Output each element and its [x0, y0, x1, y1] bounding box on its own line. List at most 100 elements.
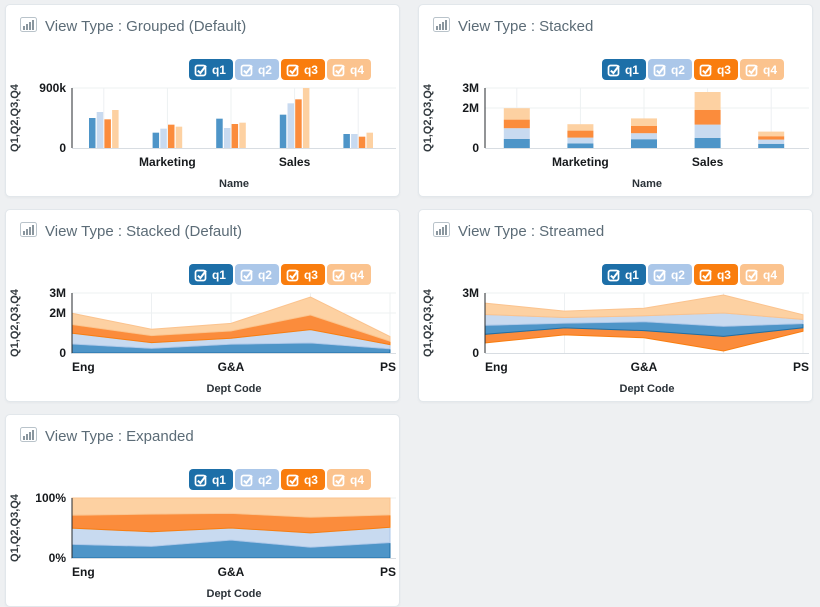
legend-item-q4[interactable]: q4 [326, 59, 371, 80]
y-tick-label: 0 [472, 141, 479, 155]
bar-q3[interactable] [231, 124, 239, 148]
bar-segment-q4[interactable] [694, 92, 721, 110]
legend-item-label: q3 [716, 62, 731, 77]
legend-item-q4[interactable]: q4 [739, 59, 784, 80]
bar-segment-q2[interactable] [503, 128, 530, 139]
bar-q1[interactable] [152, 132, 160, 148]
legend-item-q4[interactable]: q4 [326, 469, 371, 490]
checkbox-checked-icon [332, 474, 345, 486]
y-tick-label: 100% [35, 491, 66, 505]
bar-q2[interactable] [351, 134, 358, 148]
x-tick-label: Sales [279, 155, 311, 169]
legend-item-q3[interactable]: q3 [280, 469, 325, 490]
bar-q3[interactable] [168, 124, 175, 148]
x-tick-label: Marketing [139, 155, 196, 169]
bar-q4[interactable] [112, 110, 119, 148]
bar-segment-q3[interactable] [758, 136, 785, 140]
legend-item-q3[interactable]: q3 [693, 59, 738, 80]
legend-item-q1[interactable]: q1 [601, 264, 646, 285]
bar-q2[interactable] [223, 128, 231, 148]
legend-item-q1[interactable]: q1 [188, 469, 233, 490]
bar-segment-q3[interactable] [567, 130, 594, 138]
checkbox-checked-icon [653, 64, 666, 76]
bar-chart-icon [433, 222, 450, 242]
bar-segment-q4[interactable] [631, 118, 657, 126]
area-band-q4[interactable] [71, 497, 391, 518]
legend-item-q2[interactable]: q2 [234, 469, 279, 490]
legend-item-label: q4 [762, 267, 777, 282]
bar-q4[interactable] [175, 126, 183, 148]
checkbox-checked-icon [240, 64, 253, 76]
y-axis-title: Q1,Q2,Q3,Q4 [422, 83, 434, 152]
panel-header: View Type : Streamed [419, 210, 812, 242]
area-band-q4[interactable] [484, 294, 804, 320]
bar-q1[interactable] [89, 118, 96, 148]
bar-q1[interactable] [343, 134, 350, 148]
chart-bar-grouped[interactable]: 0 900k Q1,Q2,Q3,Q4 Marketing Sales Name [6, 80, 399, 192]
legend-item-q1[interactable]: q1 [188, 59, 233, 80]
legend-item-label: q2 [670, 267, 685, 282]
bar-segment-q2[interactable] [758, 139, 785, 144]
chart-area-stream[interactable]: 0 3M Q1,Q2,Q3,Q4 Eng G&A PS Dept Code [419, 285, 812, 397]
checkbox-checked-icon [286, 269, 299, 281]
bar-segment-q4[interactable] [758, 131, 785, 137]
bar-segment-q4[interactable] [567, 124, 594, 131]
bar-segment-q3[interactable] [503, 119, 530, 129]
x-axis-title: Dept Code [207, 383, 262, 395]
x-tick-label: PS [380, 565, 396, 579]
chart-area-stacked[interactable]: 0 2M 3M Q1,Q2,Q3,Q4 Eng G&A PS Dept Code [6, 285, 399, 397]
legend-item-q3[interactable]: q3 [280, 264, 325, 285]
bar-q1[interactable] [216, 118, 223, 148]
chart-area-expanded[interactable]: 0% 100% Q1,Q2,Q3,Q4 Eng G&A PS Dept Code [6, 490, 399, 602]
bar-segment-q1[interactable] [758, 143, 785, 148]
bar-q2[interactable] [96, 112, 104, 148]
legend-item-q3[interactable]: q3 [693, 264, 738, 285]
bar-segment-q1[interactable] [567, 143, 594, 148]
legend-item-q4[interactable]: q4 [739, 264, 784, 285]
legend-item-q2[interactable]: q2 [647, 59, 692, 80]
y-tick-label: 3M [462, 286, 479, 300]
legend-item-q3[interactable]: q3 [280, 59, 325, 80]
bar-segment-q2[interactable] [631, 133, 657, 140]
panel-header: View Type : Stacked [419, 5, 812, 37]
legend-item-q1[interactable]: q1 [188, 264, 233, 285]
bar-segment-q3[interactable] [694, 110, 721, 125]
x-tick-label: Marketing [552, 155, 609, 169]
legend-item-q2[interactable]: q2 [647, 264, 692, 285]
y-tick-label: 900k [39, 81, 66, 95]
bar-segment-q1[interactable] [503, 139, 530, 148]
y-axis-title: Q1,Q2,Q3,Q4 [9, 83, 21, 152]
checkbox-checked-icon [194, 269, 207, 281]
legend-item-label: q2 [257, 267, 272, 282]
bar-segment-q2[interactable] [567, 137, 594, 144]
bar-q4[interactable] [239, 122, 246, 148]
bar-segment-q3[interactable] [631, 126, 657, 134]
bar-segment-q2[interactable] [694, 124, 721, 138]
x-tick-label: G&A [218, 360, 245, 374]
legend-item-q1[interactable]: q1 [601, 59, 646, 80]
bar-q1[interactable] [279, 114, 287, 148]
x-axis-title: Dept Code [207, 588, 262, 600]
chart-bar-stacked[interactable]: 0 2M 3M Q1,Q2,Q3,Q4 Marketing Sales Name [419, 80, 812, 192]
bar-q2[interactable] [160, 128, 167, 148]
legend-item-label: q4 [349, 62, 364, 77]
legend: q1 q2 q3 q4 [6, 469, 371, 490]
legend-item-label: q2 [257, 62, 272, 77]
legend-item-q2[interactable]: q2 [234, 59, 279, 80]
bar-segment-q1[interactable] [631, 139, 657, 148]
legend-item-label: q1 [624, 267, 639, 282]
bar-q4[interactable] [366, 132, 374, 148]
y-tick-label: 0 [59, 141, 66, 155]
bar-segment-q1[interactable] [694, 138, 721, 148]
area-band-q4[interactable] [71, 296, 391, 342]
bar-q3[interactable] [358, 136, 366, 148]
bar-q4[interactable] [302, 88, 310, 148]
bar-q2[interactable] [287, 103, 295, 148]
bar-q3[interactable] [295, 99, 302, 148]
y-axis-title: Q1,Q2,Q3,Q4 [9, 493, 21, 562]
legend-item-q2[interactable]: q2 [234, 264, 279, 285]
checkbox-checked-icon [240, 474, 253, 486]
legend-item-q4[interactable]: q4 [326, 264, 371, 285]
bar-segment-q4[interactable] [503, 108, 530, 120]
bar-q3[interactable] [104, 119, 111, 148]
